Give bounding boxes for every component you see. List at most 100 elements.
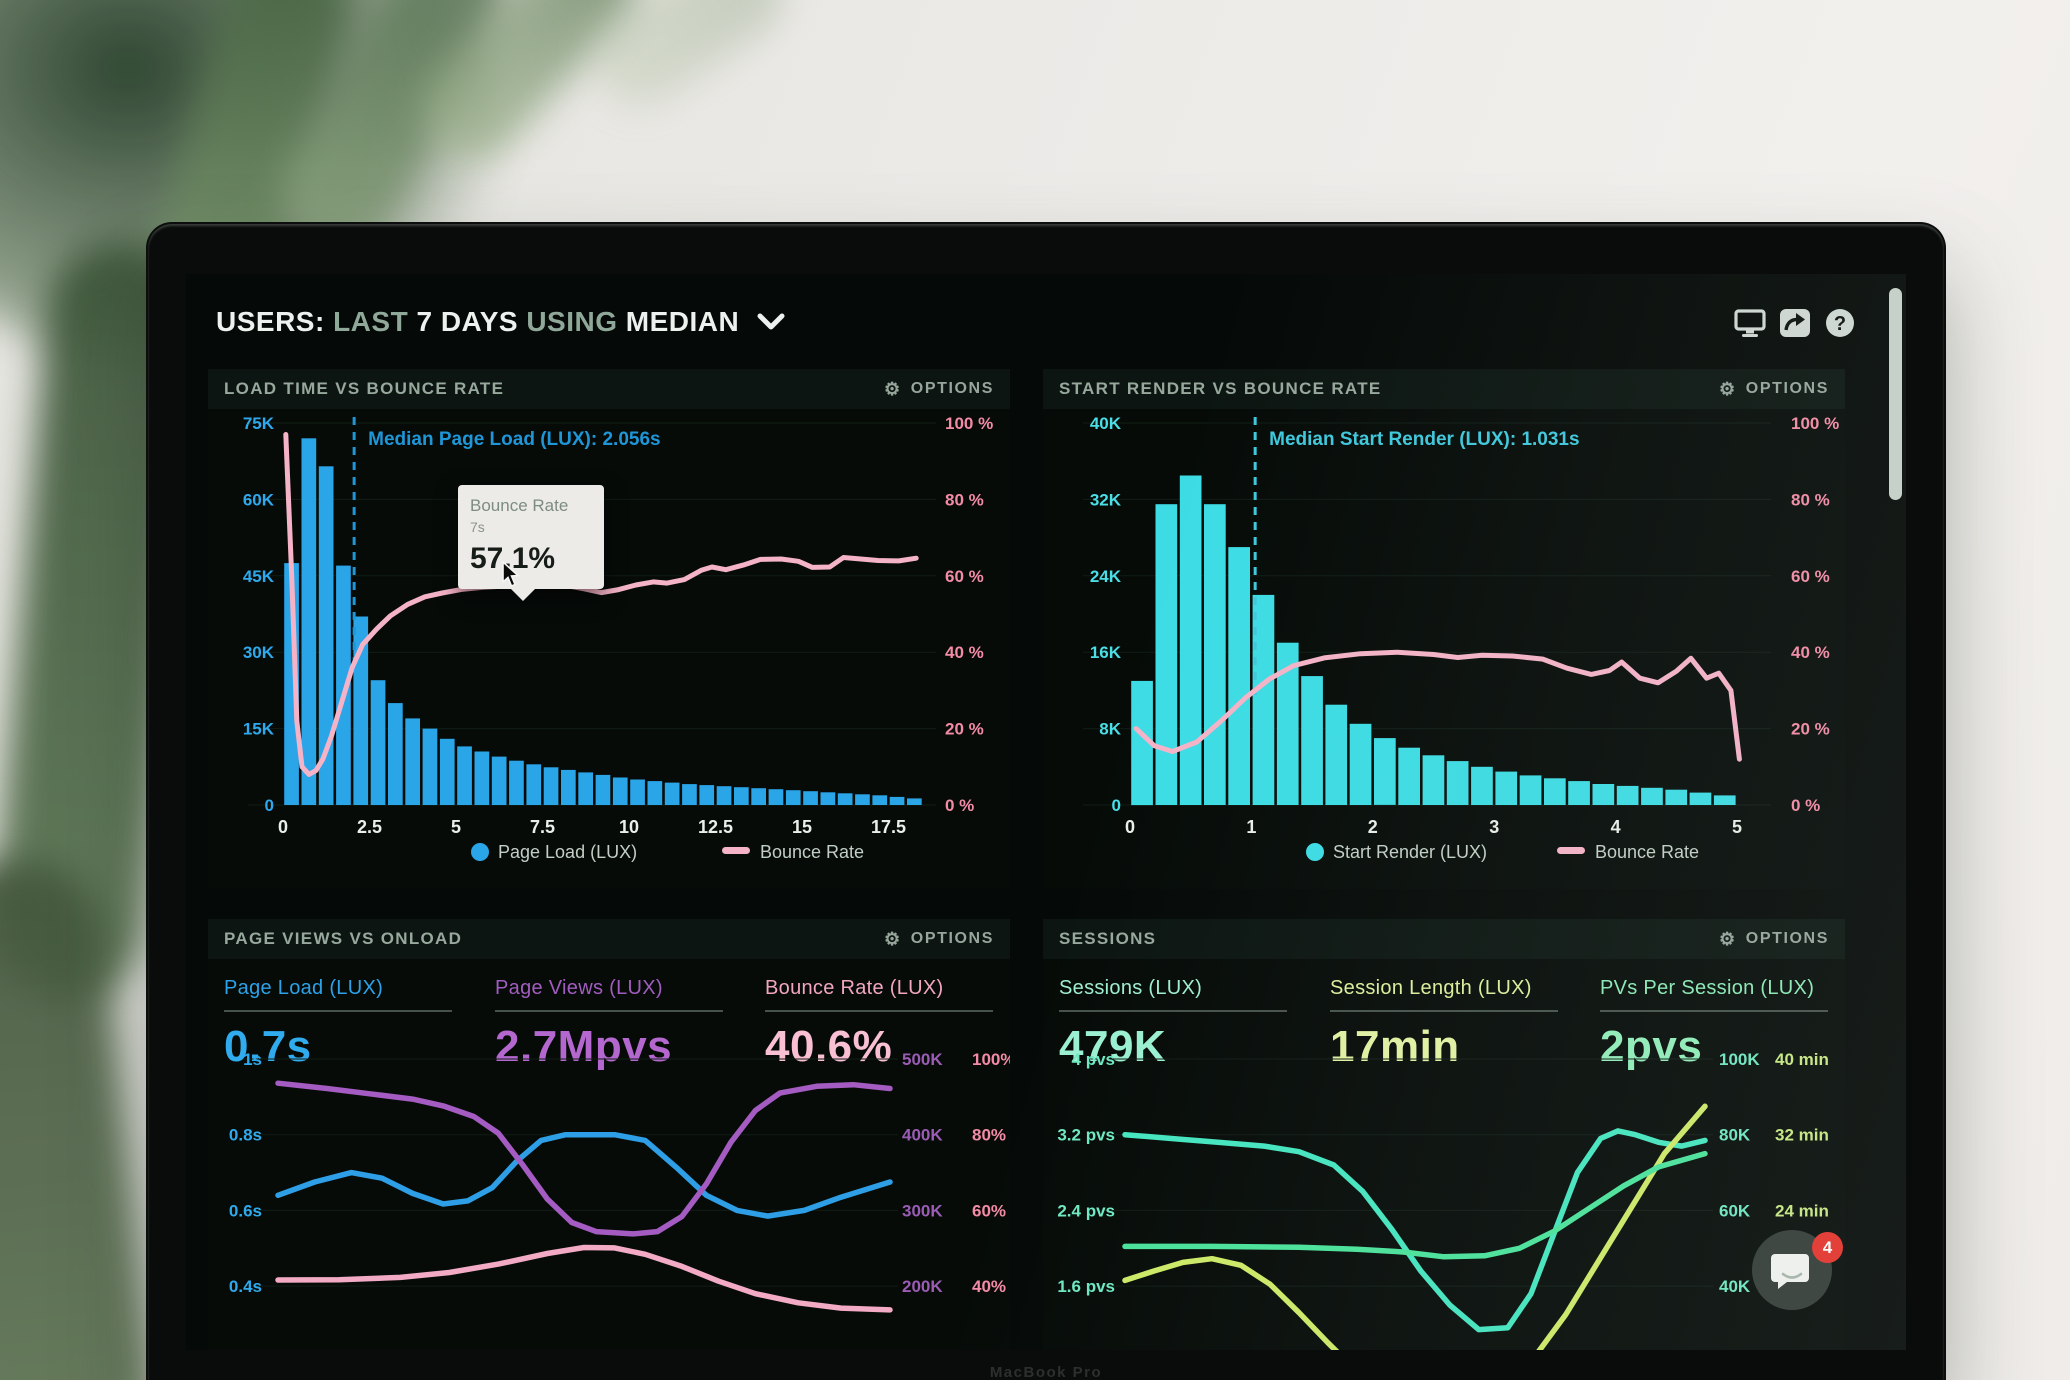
chat-widget-button[interactable]: 4 xyxy=(1752,1230,1843,1310)
options-label: OPTIONS xyxy=(1745,930,1829,947)
histogram-bar xyxy=(353,616,369,805)
histogram-bar xyxy=(1713,795,1736,805)
chevron-down-icon[interactable] xyxy=(757,313,785,331)
histogram-bar xyxy=(457,746,472,805)
histogram-bar xyxy=(405,718,420,805)
scrollbar-thumb[interactable] xyxy=(1889,288,1902,500)
options-button[interactable]: ⚙ OPTIONS xyxy=(1719,380,1829,398)
title-7days: 7 DAYS xyxy=(416,306,519,337)
tooltip-x-value: 7s xyxy=(470,519,485,535)
series-line-page-load xyxy=(275,1131,893,1219)
x-axis-tick: 0 xyxy=(278,817,288,837)
histogram-bar xyxy=(682,784,697,805)
y-axis-left-tick: 24K xyxy=(1090,567,1122,586)
panel-page-views: PAGE VIEWS VS ONLOAD ⚙ OPTIONS Page Load… xyxy=(208,919,1010,1350)
y-axis-right-tick: 100% xyxy=(972,1050,1010,1069)
y-axis-left-tick: 0 xyxy=(265,796,274,815)
y-axis-left-tick: 2.4 pvs xyxy=(1057,1201,1115,1220)
median-label: Median Start Render (LUX): 1.031s xyxy=(1269,429,1579,450)
histogram-bar xyxy=(1179,475,1202,805)
histogram-bar xyxy=(578,772,593,805)
histogram-bar xyxy=(370,680,386,805)
y-axis-right-tick: 20 % xyxy=(945,720,984,739)
histogram-bar xyxy=(855,794,870,805)
panel-title: START RENDER VS BOUNCE RATE xyxy=(1059,379,1382,398)
laptop-brand-text: MacBook Pro xyxy=(989,1364,1103,1380)
y-axis-right-tick: 60 % xyxy=(945,567,984,586)
y-axis-right-tick: 24 min xyxy=(1775,1201,1829,1220)
histogram-bar xyxy=(1325,704,1348,805)
y-axis-right-tick: 200K xyxy=(902,1277,943,1296)
x-axis-tick: 0 xyxy=(1125,817,1135,837)
x-axis-tick: 5 xyxy=(451,817,461,837)
metric-value: 0.7s xyxy=(224,1022,312,1071)
y-axis-right-tick: 40K xyxy=(1719,1277,1751,1296)
x-axis-tick: 5 xyxy=(1732,817,1742,837)
histogram-bar xyxy=(612,777,628,805)
help-icon[interactable]: ? xyxy=(1824,308,1856,338)
y-axis-right-tick: 32 min xyxy=(1775,1126,1829,1145)
legend-label: Bounce Rate xyxy=(1595,842,1699,862)
legend-dash xyxy=(722,847,750,854)
histogram-bar xyxy=(1155,504,1178,805)
legend-label: Start Render (LUX) xyxy=(1333,842,1487,862)
title-users: USERS: xyxy=(216,306,325,337)
metric-divider xyxy=(1330,1010,1558,1012)
y-axis-right-tick: 80K xyxy=(1719,1126,1751,1145)
histogram-bar xyxy=(1374,738,1396,805)
metric-page-views: Page Views (LUX) 2.7Mpvs xyxy=(495,977,740,1072)
load-time-chart[interactable]: 75K 60K 45K 30K 15K 0 100 % 80 % 60 % 40 % 20 % 0 %… xyxy=(208,409,1010,884)
legend-label: Page Load (LUX) xyxy=(498,842,637,862)
options-button[interactable]: ⚙ OPTIONS xyxy=(884,380,994,398)
panel-header: PAGE VIEWS VS ONLOAD ⚙ OPTIONS xyxy=(208,919,1010,959)
dashboard-screen: USERS: LAST 7 DAYS USING MEDIAN xyxy=(186,274,1906,1350)
title-using: USING xyxy=(526,306,618,337)
y-axis-left-tick: 40K xyxy=(1090,414,1122,433)
histogram-bar xyxy=(751,788,766,805)
x-axis-tick: 4 xyxy=(1611,817,1621,837)
share-icon[interactable] xyxy=(1779,308,1811,338)
y-axis-left-tick: 0.6s xyxy=(229,1201,262,1220)
metric-value: 40.6% xyxy=(765,1022,893,1071)
panel-title: PAGE VIEWS VS ONLOAD xyxy=(224,929,463,948)
metric-divider xyxy=(1059,1010,1287,1012)
sessions-chart[interactable]: 4 pvs 3.2 pvs 2.4 pvs 1.6 pvs 100K 80K 60K 40K 4… xyxy=(1043,1049,1845,1350)
median-label: Median Page Load (LUX): 2.056s xyxy=(368,429,660,450)
histogram-bar xyxy=(1471,766,1493,805)
page-views-onload-chart[interactable]: 1s 0.8s 0.6s 0.4s 500K 400K 300K 200K 100% 80% 60%… xyxy=(208,1049,1010,1350)
histogram-bar xyxy=(1519,775,1542,805)
histogram-bar xyxy=(1616,785,1639,805)
x-axis-tick: 12.5 xyxy=(698,817,733,837)
histogram-bar xyxy=(1592,784,1615,805)
histogram-bar xyxy=(1641,787,1663,805)
series-line-sessions xyxy=(1122,1128,1708,1333)
y-axis-left-tick: 0.4s xyxy=(229,1277,262,1296)
options-label: OPTIONS xyxy=(910,380,994,397)
histogram-bar xyxy=(526,764,542,805)
histogram-bar xyxy=(509,760,524,805)
histogram-bar xyxy=(872,795,888,805)
gear-icon: ⚙ xyxy=(1719,929,1737,949)
gear-icon: ⚙ xyxy=(1719,379,1737,399)
metric-label: Bounce Rate (LUX) xyxy=(765,977,944,999)
users-timeframe-dropdown[interactable]: USERS: LAST 7 DAYS USING MEDIAN xyxy=(216,306,785,338)
series-line-page-views xyxy=(275,1080,893,1237)
options-button[interactable]: ⚙ OPTIONS xyxy=(884,930,994,948)
options-label: OPTIONS xyxy=(910,930,994,947)
options-label: OPTIONS xyxy=(1745,380,1829,397)
y-axis-left-tick: 16K xyxy=(1090,643,1122,662)
metric-label: PVs Per Session (LUX) xyxy=(1600,977,1815,999)
y-axis-left-tick: 60K xyxy=(243,490,275,509)
metric-label: Page Views (LUX) xyxy=(495,977,663,999)
header-toolbar: ? xyxy=(1734,308,1856,338)
options-button[interactable]: ⚙ OPTIONS xyxy=(1719,930,1829,948)
y-axis-left-tick: 45K xyxy=(243,567,275,586)
display-icon[interactable] xyxy=(1734,308,1766,338)
x-axis-tick: 7.5 xyxy=(530,817,555,837)
metric-label: Page Load (LUX) xyxy=(224,977,384,999)
x-axis-tick: 2 xyxy=(1368,817,1378,837)
start-render-chart[interactable]: 40K 32K 24K 16K 8K 0 100 % 80 % 60 % 40 % 20 % 0 % M… xyxy=(1043,409,1845,884)
histogram-bar xyxy=(301,438,317,805)
histogram-bar xyxy=(561,769,576,805)
histogram-bar xyxy=(716,786,732,805)
